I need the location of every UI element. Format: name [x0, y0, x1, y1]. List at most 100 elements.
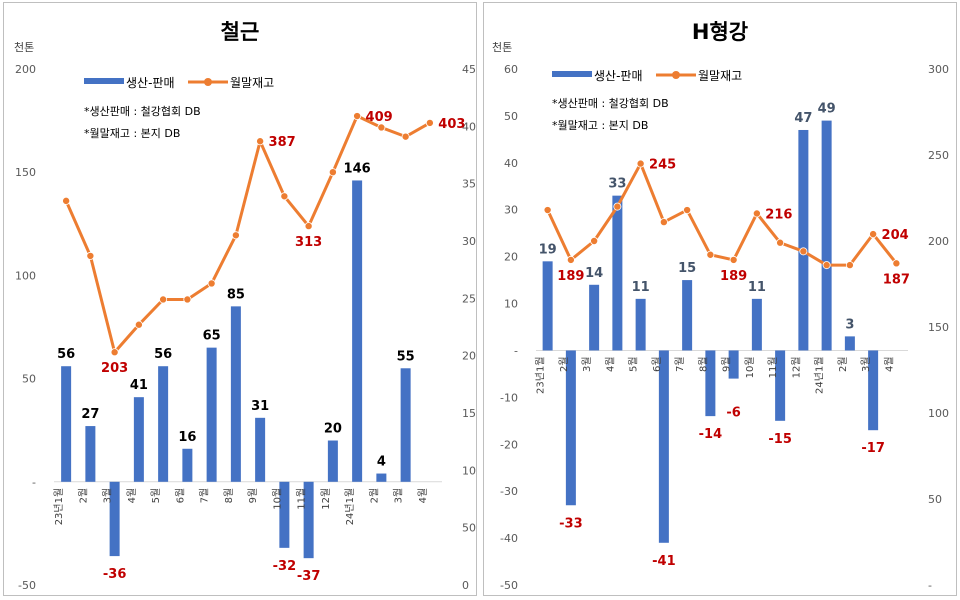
x-tick-label: 23년1월	[53, 488, 65, 526]
bar-data-label: 65	[203, 329, 221, 344]
inventory-point	[425, 118, 434, 127]
left-axis-tick: 10	[504, 298, 518, 311]
bar	[798, 129, 809, 351]
left-axis-tick: -30	[500, 485, 518, 498]
unit-label: 천톤	[492, 40, 512, 54]
inventory-point	[613, 202, 622, 211]
legend-line-label: 월말재고	[230, 76, 274, 90]
x-tick-label: 11월	[767, 356, 779, 378]
bar-data-label: 15	[678, 261, 696, 276]
inventory-point	[776, 238, 785, 247]
inventory-point	[231, 231, 240, 240]
chart-title: 철근	[221, 20, 260, 44]
bar-data-label: 85	[227, 287, 245, 302]
source-note: *생산판매 : 철강협회 DB	[552, 97, 669, 110]
x-tick-label: 24년1월	[814, 356, 826, 394]
line-data-label: 387	[269, 135, 296, 150]
right-axis-tick: 100	[462, 464, 476, 477]
bar	[352, 180, 363, 482]
x-tick-label: 11월	[296, 488, 308, 510]
x-tick-label: 3월	[102, 488, 114, 504]
inventory-point	[636, 159, 645, 168]
inventory-point	[159, 295, 168, 304]
inventory-point	[729, 255, 738, 264]
right-axis-tick: 450	[462, 63, 476, 76]
chart-h-beam: H형강천톤-50-40-30-20-10-102030405060-501001…	[492, 20, 949, 592]
bar	[705, 350, 716, 417]
unit-label: 천톤	[14, 40, 34, 54]
x-tick-label: 2월	[837, 356, 849, 372]
bar-data-label: 56	[57, 347, 75, 362]
x-tick-label: 7월	[199, 488, 211, 504]
x-tick-label: 2월	[558, 356, 570, 372]
bar-data-label: -36	[103, 567, 127, 582]
x-tick-label: 5월	[150, 488, 162, 504]
bar-data-label: 47	[794, 111, 812, 126]
legend-line-marker	[204, 78, 212, 86]
bar-data-label: 56	[154, 347, 172, 362]
x-tick-label: 9월	[721, 356, 733, 372]
inventory-point	[892, 259, 901, 268]
left-axis-tick: -50	[18, 579, 36, 592]
line-data-label: 189	[720, 269, 747, 284]
x-tick-label: 7월	[674, 356, 686, 372]
chart-panel-rebar: 철근천톤-50-50100150200050100150200250300350…	[3, 2, 477, 596]
x-tick-label: 9월	[247, 488, 259, 504]
right-axis-tick: 50	[462, 522, 476, 535]
line-data-label: 189	[557, 269, 584, 284]
bar-data-label: 4	[377, 455, 386, 470]
inventory-point	[377, 123, 386, 132]
right-axis-tick: -	[928, 579, 932, 592]
inventory-point	[543, 206, 552, 215]
bar-data-label: 20	[324, 422, 342, 437]
bar	[844, 336, 855, 351]
right-axis-tick: 150	[462, 407, 476, 420]
left-axis-tick: 100	[15, 269, 36, 282]
right-axis-tick: 400	[462, 120, 476, 133]
bar	[255, 417, 266, 482]
bar-data-label: 11	[632, 280, 650, 295]
inventory-point	[304, 222, 313, 231]
x-tick-label: 6월	[174, 488, 186, 504]
left-axis-tick: -10	[500, 391, 518, 404]
source-note: *생산판매 : 철강협회 DB	[84, 105, 201, 118]
inventory-point	[590, 236, 599, 245]
bar	[85, 426, 96, 482]
bar-data-label: 49	[818, 102, 836, 117]
bar-data-label: 146	[344, 161, 371, 176]
left-axis-tick: -50	[500, 579, 518, 592]
line-data-label: 409	[366, 110, 393, 125]
inventory-point	[183, 295, 192, 304]
bar-data-label: 16	[178, 430, 196, 445]
right-axis-tick: 0	[462, 579, 469, 592]
inventory-point	[86, 251, 95, 260]
left-axis-tick: -20	[500, 438, 518, 451]
inventory-point	[353, 112, 362, 121]
right-axis-tick: 50	[928, 493, 942, 506]
bar	[635, 298, 646, 351]
line-data-label: 313	[295, 235, 322, 250]
x-tick-label: 24년1월	[344, 488, 356, 526]
bar	[133, 397, 144, 482]
right-axis-tick: 300	[928, 63, 949, 76]
inventory-point	[207, 279, 216, 288]
bar	[658, 350, 669, 543]
left-axis-tick: -	[514, 344, 518, 357]
bar	[542, 261, 553, 351]
line-data-label: 203	[101, 361, 128, 376]
bar-data-label: 55	[397, 349, 415, 364]
inventory-point	[62, 196, 71, 205]
inventory-point	[328, 168, 337, 177]
x-tick-label: 4월	[126, 488, 138, 504]
x-tick-label: 12월	[320, 488, 332, 510]
x-tick-label: 10월	[271, 488, 283, 510]
line-data-label: 245	[649, 158, 676, 173]
inventory-point	[659, 218, 668, 227]
inventory-point	[869, 230, 878, 239]
inventory-point	[256, 137, 265, 146]
bar	[230, 306, 241, 482]
line-data-label: 187	[883, 272, 910, 287]
bar-data-label: -17	[861, 441, 885, 456]
bar-data-label: 11	[748, 280, 766, 295]
bar	[612, 195, 623, 351]
